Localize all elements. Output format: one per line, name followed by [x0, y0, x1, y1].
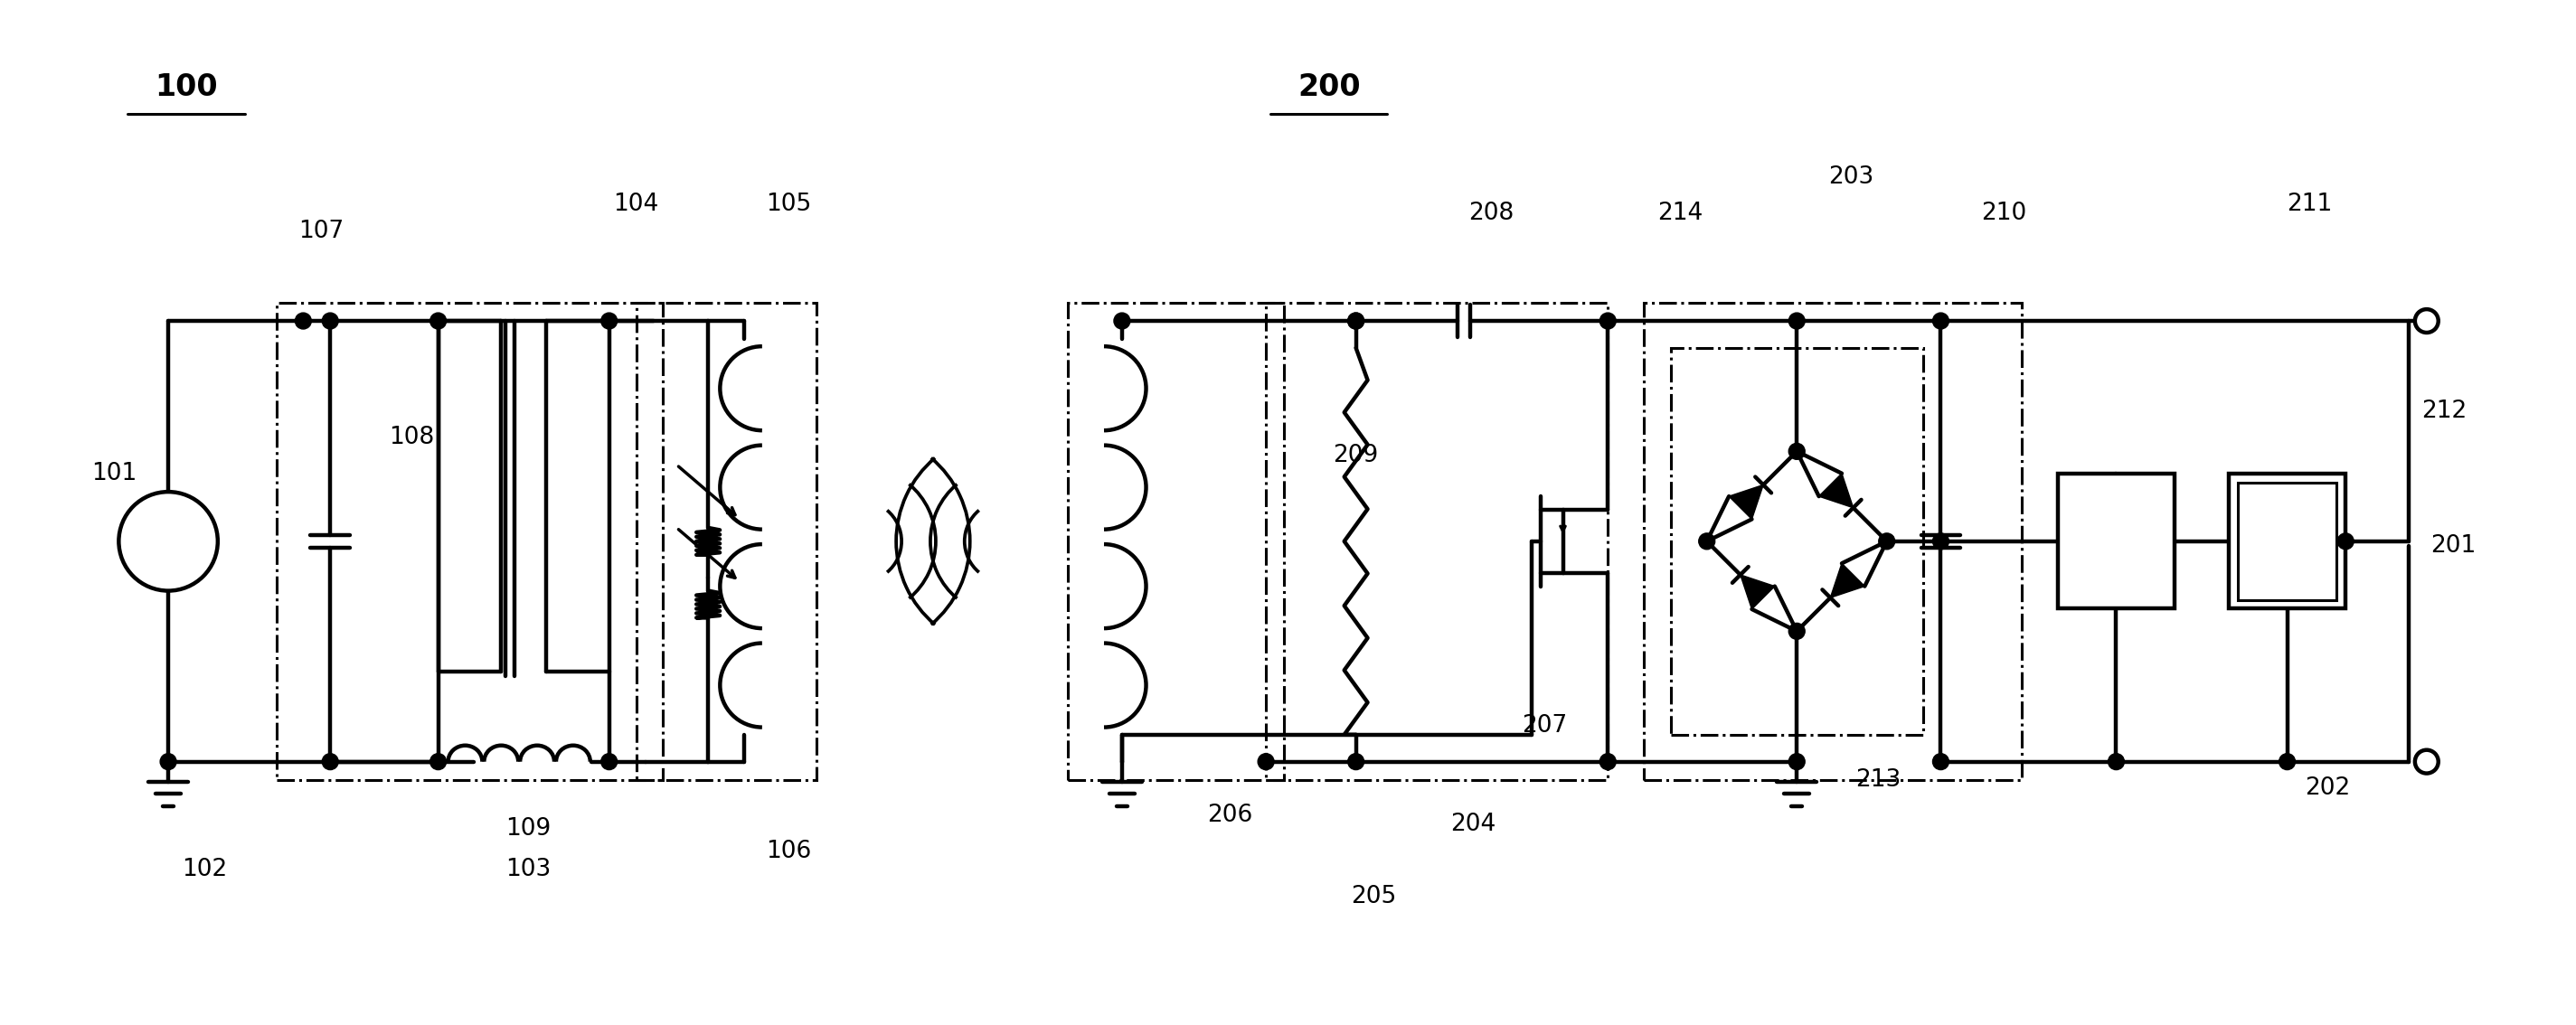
- Circle shape: [322, 313, 337, 329]
- Circle shape: [1788, 753, 1806, 770]
- Circle shape: [1932, 533, 1950, 549]
- Text: 214: 214: [1656, 201, 1703, 224]
- Text: 210: 210: [1981, 201, 2027, 224]
- Circle shape: [1932, 313, 1950, 329]
- Circle shape: [1788, 623, 1806, 640]
- Circle shape: [118, 492, 219, 590]
- Polygon shape: [1741, 575, 1775, 609]
- Bar: [2239, 483, 2336, 600]
- Text: 108: 108: [389, 426, 433, 450]
- Text: 213: 213: [1855, 768, 1901, 791]
- Text: 102: 102: [180, 858, 227, 882]
- Text: 202: 202: [2306, 777, 2349, 801]
- Circle shape: [2280, 753, 2295, 770]
- Text: 105: 105: [768, 193, 811, 215]
- Text: 200: 200: [1298, 72, 1360, 101]
- Circle shape: [1788, 313, 1806, 329]
- Circle shape: [600, 753, 618, 770]
- Text: 104: 104: [613, 193, 659, 215]
- Polygon shape: [1832, 564, 1865, 598]
- Polygon shape: [1728, 485, 1762, 520]
- Bar: [636, 303, 817, 780]
- Polygon shape: [1819, 474, 1852, 507]
- Circle shape: [1600, 753, 1615, 770]
- Bar: [2058, 474, 2174, 609]
- Text: 209: 209: [1334, 444, 1378, 467]
- Text: 212: 212: [2421, 399, 2468, 422]
- Bar: [1643, 303, 2022, 780]
- Text: 206: 206: [1208, 804, 1252, 827]
- Text: 203: 203: [1829, 165, 1873, 189]
- Bar: [2228, 474, 2347, 609]
- Circle shape: [2107, 753, 2125, 770]
- Text: 109: 109: [505, 817, 551, 840]
- Bar: [1069, 303, 1283, 780]
- Circle shape: [296, 313, 312, 329]
- Circle shape: [1788, 443, 1806, 459]
- Circle shape: [1600, 313, 1615, 329]
- Circle shape: [1347, 313, 1365, 329]
- Text: 211: 211: [2287, 193, 2331, 215]
- Text: 205: 205: [1352, 885, 1396, 908]
- Circle shape: [1257, 753, 1275, 770]
- Circle shape: [160, 753, 175, 770]
- Circle shape: [430, 313, 446, 329]
- Circle shape: [1878, 533, 1896, 549]
- Bar: [1672, 347, 1922, 735]
- Circle shape: [1698, 533, 1716, 549]
- Text: 103: 103: [505, 858, 551, 882]
- Circle shape: [1932, 753, 1950, 770]
- Circle shape: [430, 753, 446, 770]
- Text: 107: 107: [299, 219, 345, 243]
- Circle shape: [2414, 310, 2439, 332]
- Circle shape: [1347, 313, 1365, 329]
- Bar: [276, 303, 662, 780]
- Text: 106: 106: [768, 839, 811, 863]
- Circle shape: [2336, 533, 2354, 549]
- Circle shape: [1113, 313, 1131, 329]
- Text: 100: 100: [155, 72, 219, 101]
- Circle shape: [322, 753, 337, 770]
- Circle shape: [1347, 753, 1365, 770]
- Circle shape: [2414, 750, 2439, 773]
- Text: 201: 201: [2432, 534, 2476, 558]
- Text: 207: 207: [1522, 714, 1569, 737]
- Bar: [1265, 303, 1607, 780]
- Text: 101: 101: [93, 462, 137, 486]
- Circle shape: [600, 313, 618, 329]
- Text: 208: 208: [1468, 201, 1515, 224]
- Text: 204: 204: [1450, 813, 1497, 836]
